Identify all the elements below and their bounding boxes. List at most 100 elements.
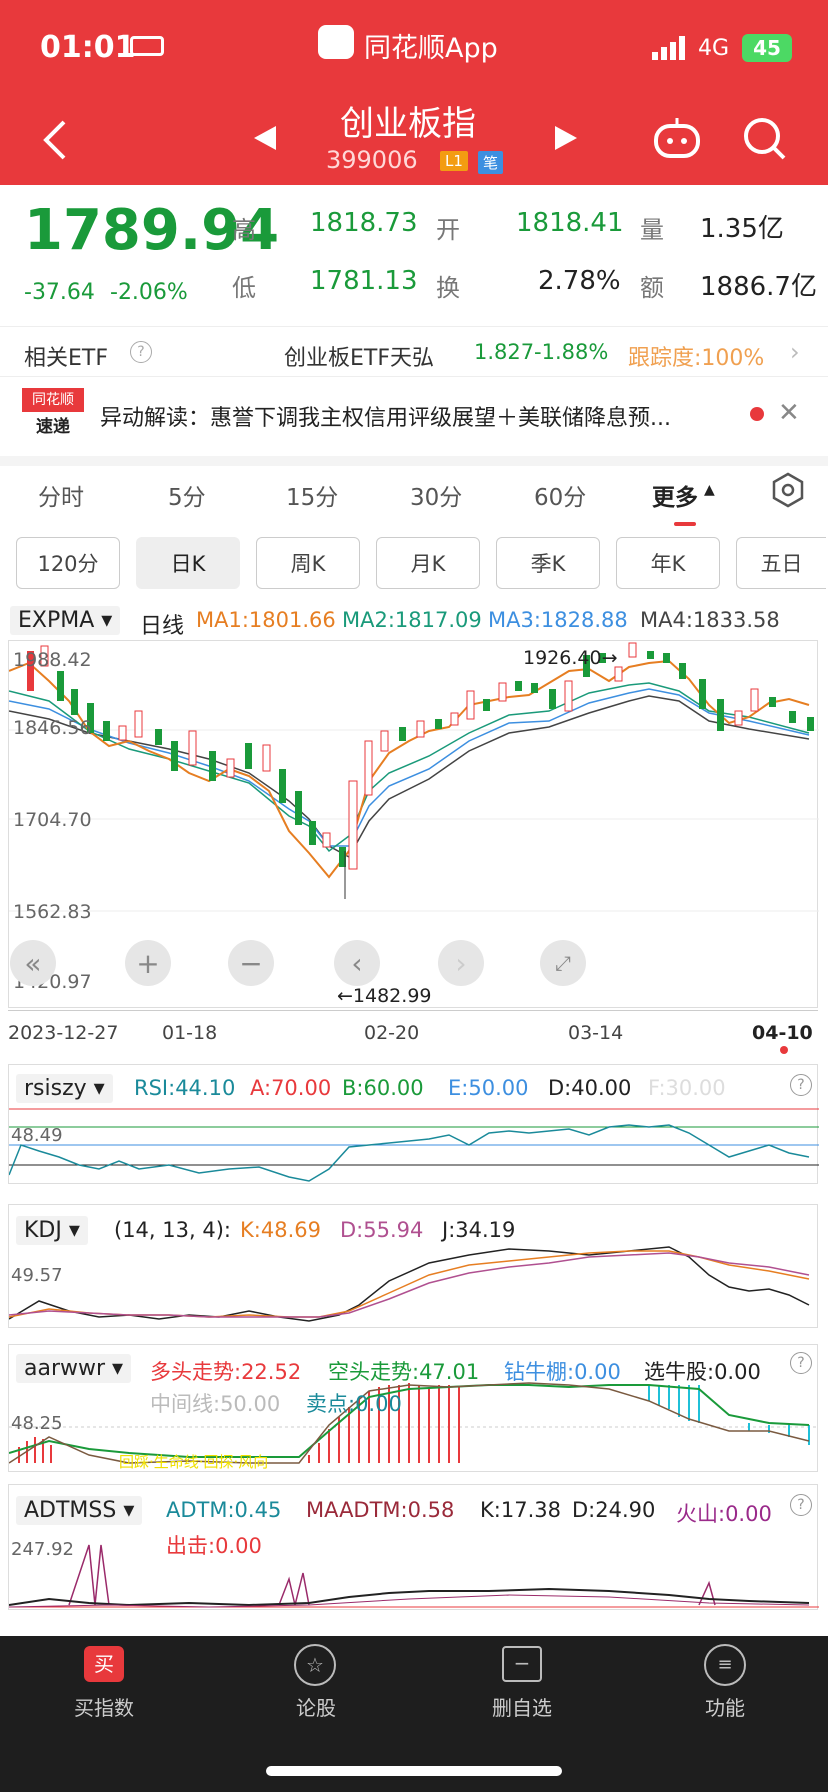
- etf-price: 1.827: [474, 340, 535, 364]
- high-value: 1818.73: [310, 208, 418, 238]
- etf-name[interactable]: 创业板ETF天弘: [284, 346, 434, 371]
- remove-watchlist-icon[interactable]: −: [502, 1646, 542, 1682]
- help-icon[interactable]: ?: [790, 1074, 812, 1096]
- tab-30min[interactable]: 30分: [410, 485, 463, 511]
- rsi-select[interactable]: rsiszy ▾: [16, 1074, 113, 1103]
- aar-select[interactable]: aarwwr ▾: [16, 1354, 132, 1383]
- kdj-params: (14, 13, 4):: [114, 1218, 231, 1242]
- tab-15min[interactable]: 15分: [286, 485, 339, 511]
- adt-k: K:17.38: [480, 1498, 561, 1522]
- app-logo: [318, 25, 354, 59]
- kdj-d: D:55.94: [340, 1218, 424, 1242]
- aar-bear: 空头走势:47.01: [328, 1360, 480, 1384]
- section-gap: [0, 456, 828, 466]
- ma1-value: MA1:1801.66: [196, 608, 336, 632]
- battery-indicator: 45: [742, 34, 792, 62]
- aar-overlay-label: 回踩·生命线·回探·风向: [119, 1453, 269, 1471]
- kdj-panel[interactable]: 49.57: [8, 1204, 818, 1328]
- tab-60min[interactable]: 60分: [534, 485, 587, 511]
- ma2-value: MA2:1817.09: [342, 608, 482, 632]
- amount-label: 额: [640, 274, 664, 302]
- kdj-j: J:34.19: [442, 1218, 516, 1242]
- adt-level: 247.92: [11, 1539, 74, 1560]
- nav-functions[interactable]: 功能: [705, 1696, 745, 1720]
- stock-code: 399006: [326, 146, 418, 174]
- rsi-e: E:50.00: [448, 1076, 529, 1100]
- nav-discuss[interactable]: 论股: [296, 1696, 336, 1720]
- aar-diamond: 钻牛棚:0.00: [504, 1360, 621, 1384]
- app-header: 01:01 同花顺App 4G 45 创业板指 399006 L1 笔: [0, 0, 828, 185]
- search-icon[interactable]: [742, 116, 788, 166]
- kdj-level: 49.57: [11, 1265, 63, 1286]
- aar-mid: 中间线:50.00: [150, 1392, 281, 1416]
- current-price: 1789.94: [24, 198, 280, 263]
- period-daily[interactable]: 日K: [136, 537, 240, 589]
- adt-select[interactable]: ADTMSS ▾: [16, 1496, 143, 1525]
- double-chevron-left-icon[interactable]: «: [10, 940, 56, 986]
- price-change: -37.64: [24, 280, 95, 305]
- chevron-left-icon[interactable]: ‹: [334, 940, 380, 986]
- high-annotation: 1926.40→: [523, 647, 618, 669]
- period-monthly[interactable]: 月K: [376, 537, 480, 589]
- help-icon[interactable]: ?: [790, 1352, 812, 1374]
- prev-stock-icon[interactable]: [252, 124, 278, 156]
- close-icon[interactable]: ✕: [778, 398, 800, 428]
- adt-volcano: 火山:0.00: [676, 1502, 772, 1526]
- chevron-right-icon[interactable]: ›: [790, 338, 800, 366]
- y-label-4: 1562.83: [13, 901, 92, 923]
- indicator-select[interactable]: EXPMA ▾: [10, 606, 121, 635]
- aar-name: aarwwr: [24, 1356, 106, 1381]
- app-name: 同花顺App: [364, 33, 498, 64]
- rsi-panel[interactable]: 48.49: [8, 1064, 819, 1184]
- back-icon[interactable]: [40, 118, 70, 166]
- rsi-a: A:70.00: [250, 1076, 332, 1100]
- etf-pct: -1.88%: [534, 340, 609, 364]
- adt-svg: [8, 1544, 819, 1608]
- news-logo-top: 同花顺: [22, 388, 84, 412]
- nav-remove-watchlist[interactable]: 删自选: [492, 1696, 552, 1720]
- chevron-right-icon[interactable]: ›: [438, 940, 484, 986]
- adtmss-panel[interactable]: 247.92: [8, 1484, 819, 1610]
- price-change-pct: -2.06%: [110, 280, 188, 305]
- status-time: 01:01: [40, 30, 136, 65]
- fullscreen-icon[interactable]: ⤢: [540, 940, 586, 986]
- next-stock-icon[interactable]: [553, 124, 579, 156]
- zoom-in-icon[interactable]: +: [125, 940, 171, 986]
- low-label: 低: [232, 274, 256, 302]
- period-quarterly[interactable]: 季K: [496, 537, 600, 589]
- news-headline[interactable]: 异动解读：惠誉下调我主权信用评级展望＋美联储降息预...: [100, 406, 671, 431]
- zoom-out-icon[interactable]: −: [228, 940, 274, 986]
- tab-fenshi[interactable]: 分时: [38, 485, 84, 511]
- kline-chart[interactable]: 1988.42 1846.56 1704.70 1562.83 1420.97 …: [8, 640, 819, 1008]
- nav-buy[interactable]: 买指数: [74, 1696, 134, 1720]
- aarwwr-panel[interactable]: 48.25 回踩·生命线·回探·风向: [8, 1344, 819, 1472]
- rsi-f: F:30.00: [648, 1076, 726, 1100]
- tab-more[interactable]: 更多: [652, 485, 698, 511]
- unread-dot: [750, 407, 764, 421]
- aar-svg: [8, 1382, 819, 1464]
- news-logo-bottom: 速递: [36, 417, 70, 437]
- open-label: 开: [436, 216, 460, 244]
- home-indicator: [266, 1766, 562, 1776]
- x-label-4: 03-14: [568, 1022, 624, 1044]
- period-yearly[interactable]: 年K: [616, 537, 720, 589]
- buy-icon[interactable]: 买: [84, 1646, 124, 1682]
- adt-strike: 出击:0.00: [166, 1534, 262, 1558]
- help-icon[interactable]: ?: [130, 341, 152, 363]
- news-logo: 同花顺 速递: [22, 388, 84, 446]
- help-icon[interactable]: ?: [790, 1494, 812, 1516]
- network-label: 4G: [698, 36, 730, 61]
- period-5day[interactable]: 五日: [736, 537, 826, 589]
- signal-icon: [652, 36, 688, 64]
- star-icon[interactable]: ☆: [294, 1644, 336, 1686]
- settings-hex-icon[interactable]: [770, 472, 806, 512]
- candles: [27, 642, 814, 899]
- volume-label: 量: [640, 216, 664, 244]
- adt-adtm: ADTM:0.45: [166, 1498, 282, 1522]
- kdj-select[interactable]: KDJ ▾: [16, 1216, 88, 1245]
- menu-icon[interactable]: ≡: [704, 1644, 746, 1686]
- robot-icon[interactable]: [652, 116, 702, 164]
- period-weekly[interactable]: 周K: [256, 537, 360, 589]
- tab-5min[interactable]: 5分: [168, 485, 206, 511]
- period-120min[interactable]: 120分: [16, 537, 120, 589]
